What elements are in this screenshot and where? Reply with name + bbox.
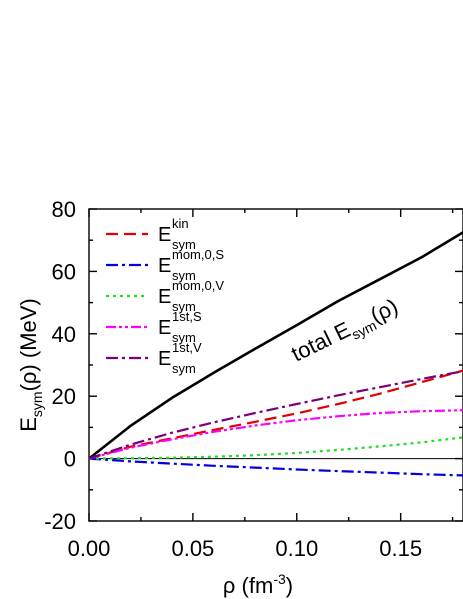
y-tick-label: 60 xyxy=(52,259,76,284)
tick-labels: 0.00 0.05 0.10 0.15 -20 0 20 40 60 80 xyxy=(44,197,422,561)
y-axis-label: Esym(ρ) (MeV) xyxy=(16,298,45,432)
series-lines xyxy=(88,231,463,477)
legend-label: E1st,V sym xyxy=(158,340,202,376)
series-line-E-mom0S xyxy=(88,457,463,477)
y-tick-label: 20 xyxy=(52,384,76,409)
series-line-E-1stV xyxy=(88,370,463,460)
x-tick-label: 0.15 xyxy=(379,536,422,561)
series-line-total xyxy=(88,231,463,460)
total-curve-annotation: total Esym(ρ) xyxy=(287,294,403,371)
legend-label: Emom,0,S sym xyxy=(158,247,224,283)
y-tick-label: 0 xyxy=(64,447,76,472)
legend-label: Ekin sym xyxy=(158,216,196,252)
y-tick-label: -20 xyxy=(44,509,76,534)
legend-label: E1st,S sym xyxy=(158,309,202,345)
x-tick-label: 0.05 xyxy=(171,536,214,561)
y-tick-label: 40 xyxy=(52,322,76,347)
x-axis-label: ρ (fm-3) xyxy=(223,571,293,598)
series-line-E-mom0V xyxy=(88,436,463,460)
x-tick-label: 0.00 xyxy=(68,536,111,561)
plot-frame xyxy=(88,208,463,522)
x-tick-label: 0.10 xyxy=(275,536,318,561)
legend-label: Emom,0,V sym xyxy=(158,278,224,314)
y-tick-label: 80 xyxy=(52,197,76,222)
axis-ticks xyxy=(88,208,463,522)
series-line-E-1stS xyxy=(88,409,463,460)
